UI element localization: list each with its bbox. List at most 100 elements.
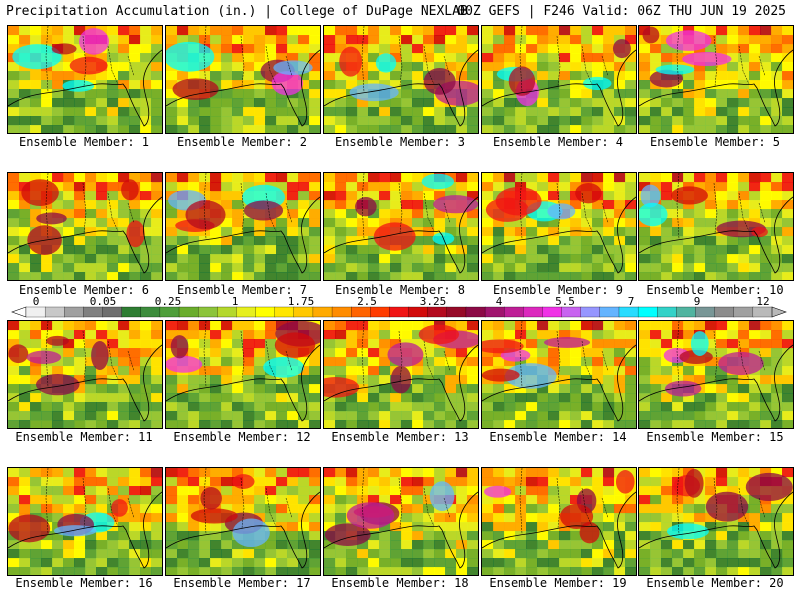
ensemble-member-label: Ensemble Member: 7	[176, 283, 308, 297]
ensemble-member-label: Ensemble Member: 18	[331, 576, 469, 590]
ensemble-panel-12	[165, 320, 321, 429]
colorbar-segment	[695, 306, 716, 318]
ensemble-panel-3	[323, 25, 479, 134]
colorbar-tick-label: 9	[693, 295, 701, 308]
colorbar-tick-label: 1.75	[287, 295, 315, 308]
colorbar-segment	[255, 306, 276, 318]
colorbar-segment	[274, 306, 295, 318]
colorbar-segment	[484, 306, 505, 318]
colorbar-segment	[465, 306, 486, 318]
ensemble-panel-18	[323, 467, 479, 576]
colorbar-tick-label: 0.25	[154, 295, 182, 308]
ensemble-panel-8	[323, 172, 479, 281]
colorbar-segment	[389, 306, 410, 318]
colorbar-segment	[523, 306, 544, 318]
ensemble-member-label: Ensemble Member: 20	[646, 576, 784, 590]
colorbar-segment	[542, 306, 563, 318]
colorbar-segment	[733, 306, 754, 318]
colorbar-tick-label: 0	[32, 295, 40, 308]
colorbar-segment	[64, 306, 85, 318]
colorbar-segment	[351, 306, 371, 318]
colorbar-segment	[293, 306, 314, 318]
ensemble-panel-6	[7, 172, 163, 281]
colorbar-tick-label: 4	[495, 295, 503, 308]
precip-map	[8, 173, 162, 280]
colorbar-strip	[11, 306, 787, 318]
colorbar-tick-label: 2.5	[357, 295, 377, 308]
ensemble-member-label: Ensemble Member: 16	[15, 576, 153, 590]
precip-map	[324, 26, 478, 133]
colorbar-segment	[159, 306, 180, 318]
colorbar-segment	[676, 306, 697, 318]
colorbar-segment	[446, 306, 467, 318]
colorbar-segment	[44, 306, 65, 318]
precip-map	[8, 26, 162, 133]
ensemble-panel-5	[638, 25, 794, 134]
colorbar-segment	[427, 306, 448, 318]
ensemble-panel-16	[7, 467, 163, 576]
colorbar-segment	[198, 306, 218, 318]
colorbar-segment	[217, 306, 238, 318]
precip-map	[482, 468, 636, 575]
colorbar-segment	[25, 306, 46, 318]
colorbar-segment	[312, 306, 333, 318]
ensemble-member-label: Ensemble Member: 8	[334, 283, 466, 297]
colorbar-ticks: 0 0.05 0.25 1 1.75 2.5 3.25 4 5.5 7 9 12	[0, 296, 800, 307]
ensemble-member-label: Ensemble Member: 12	[173, 430, 311, 444]
ensemble-member-label: Ensemble Member: 10	[646, 283, 784, 297]
header-run-info: 00Z GEFS | F246 Valid: 06Z THU JUN 19 20…	[457, 4, 786, 19]
precip-map	[482, 321, 636, 428]
precip-map	[8, 321, 162, 428]
colorbar-segment	[657, 306, 678, 318]
colorbar-segment	[408, 306, 429, 318]
precip-map	[324, 468, 478, 575]
ensemble-member-label: Ensemble Member: 19	[489, 576, 627, 590]
ensemble-panel-20	[638, 467, 794, 576]
colorbar-tick-label: 12	[756, 295, 770, 308]
precip-map	[166, 26, 320, 133]
ensemble-panel-10	[638, 172, 794, 281]
ensemble-member-label: Ensemble Member: 13	[331, 430, 469, 444]
colorbar-segment	[637, 306, 658, 318]
colorbar-right-arrow	[771, 306, 787, 318]
colorbar-segment	[178, 306, 199, 318]
ensemble-panel-2	[165, 25, 321, 134]
colorbar-tick-label: 0.05	[89, 295, 117, 308]
ensemble-panel-11	[7, 320, 163, 429]
colorbar-segment	[370, 306, 391, 318]
colorbar-tick-label: 5.5	[555, 295, 575, 308]
colorbar-segment	[561, 306, 582, 318]
ensemble-member-label: Ensemble Member: 9	[492, 283, 624, 297]
colorbar-segment	[504, 306, 524, 318]
precip-map	[166, 321, 320, 428]
precip-map	[639, 173, 793, 280]
precip-map	[639, 321, 793, 428]
colorbar-segment	[236, 306, 257, 318]
colorbar-segment	[102, 306, 123, 318]
precip-map	[166, 173, 320, 280]
colorbar-tick-label: 3.25	[419, 295, 447, 308]
precip-map	[166, 468, 320, 575]
precip-map	[639, 468, 793, 575]
colorbar-segment	[752, 306, 773, 318]
colorbar-segment	[140, 306, 161, 318]
ensemble-panel-13	[323, 320, 479, 429]
ensemble-panel-9	[481, 172, 637, 281]
header-title: Precipitation Accumulation (in.) | Colle…	[6, 4, 468, 19]
precip-map	[639, 26, 793, 133]
ensemble-member-label: Ensemble Member: 3	[334, 135, 466, 149]
colorbar-segment	[331, 306, 352, 318]
colorbar-segment	[714, 306, 735, 318]
colorbar: 0 0.05 0.25 1 1.75 2.5 3.25 4 5.5 7 9 12	[0, 296, 800, 320]
ensemble-panel-7	[165, 172, 321, 281]
colorbar-left-arrow	[11, 306, 27, 318]
ensemble-member-label: Ensemble Member: 1	[18, 135, 150, 149]
colorbar-tick-label: 7	[627, 295, 635, 308]
precip-map	[324, 173, 478, 280]
ensemble-member-label: Ensemble Member: 5	[649, 135, 781, 149]
ensemble-panel-1	[7, 25, 163, 134]
precip-map	[8, 468, 162, 575]
ensemble-panel-15	[638, 320, 794, 429]
colorbar-segment	[121, 306, 142, 318]
precip-map	[324, 321, 478, 428]
